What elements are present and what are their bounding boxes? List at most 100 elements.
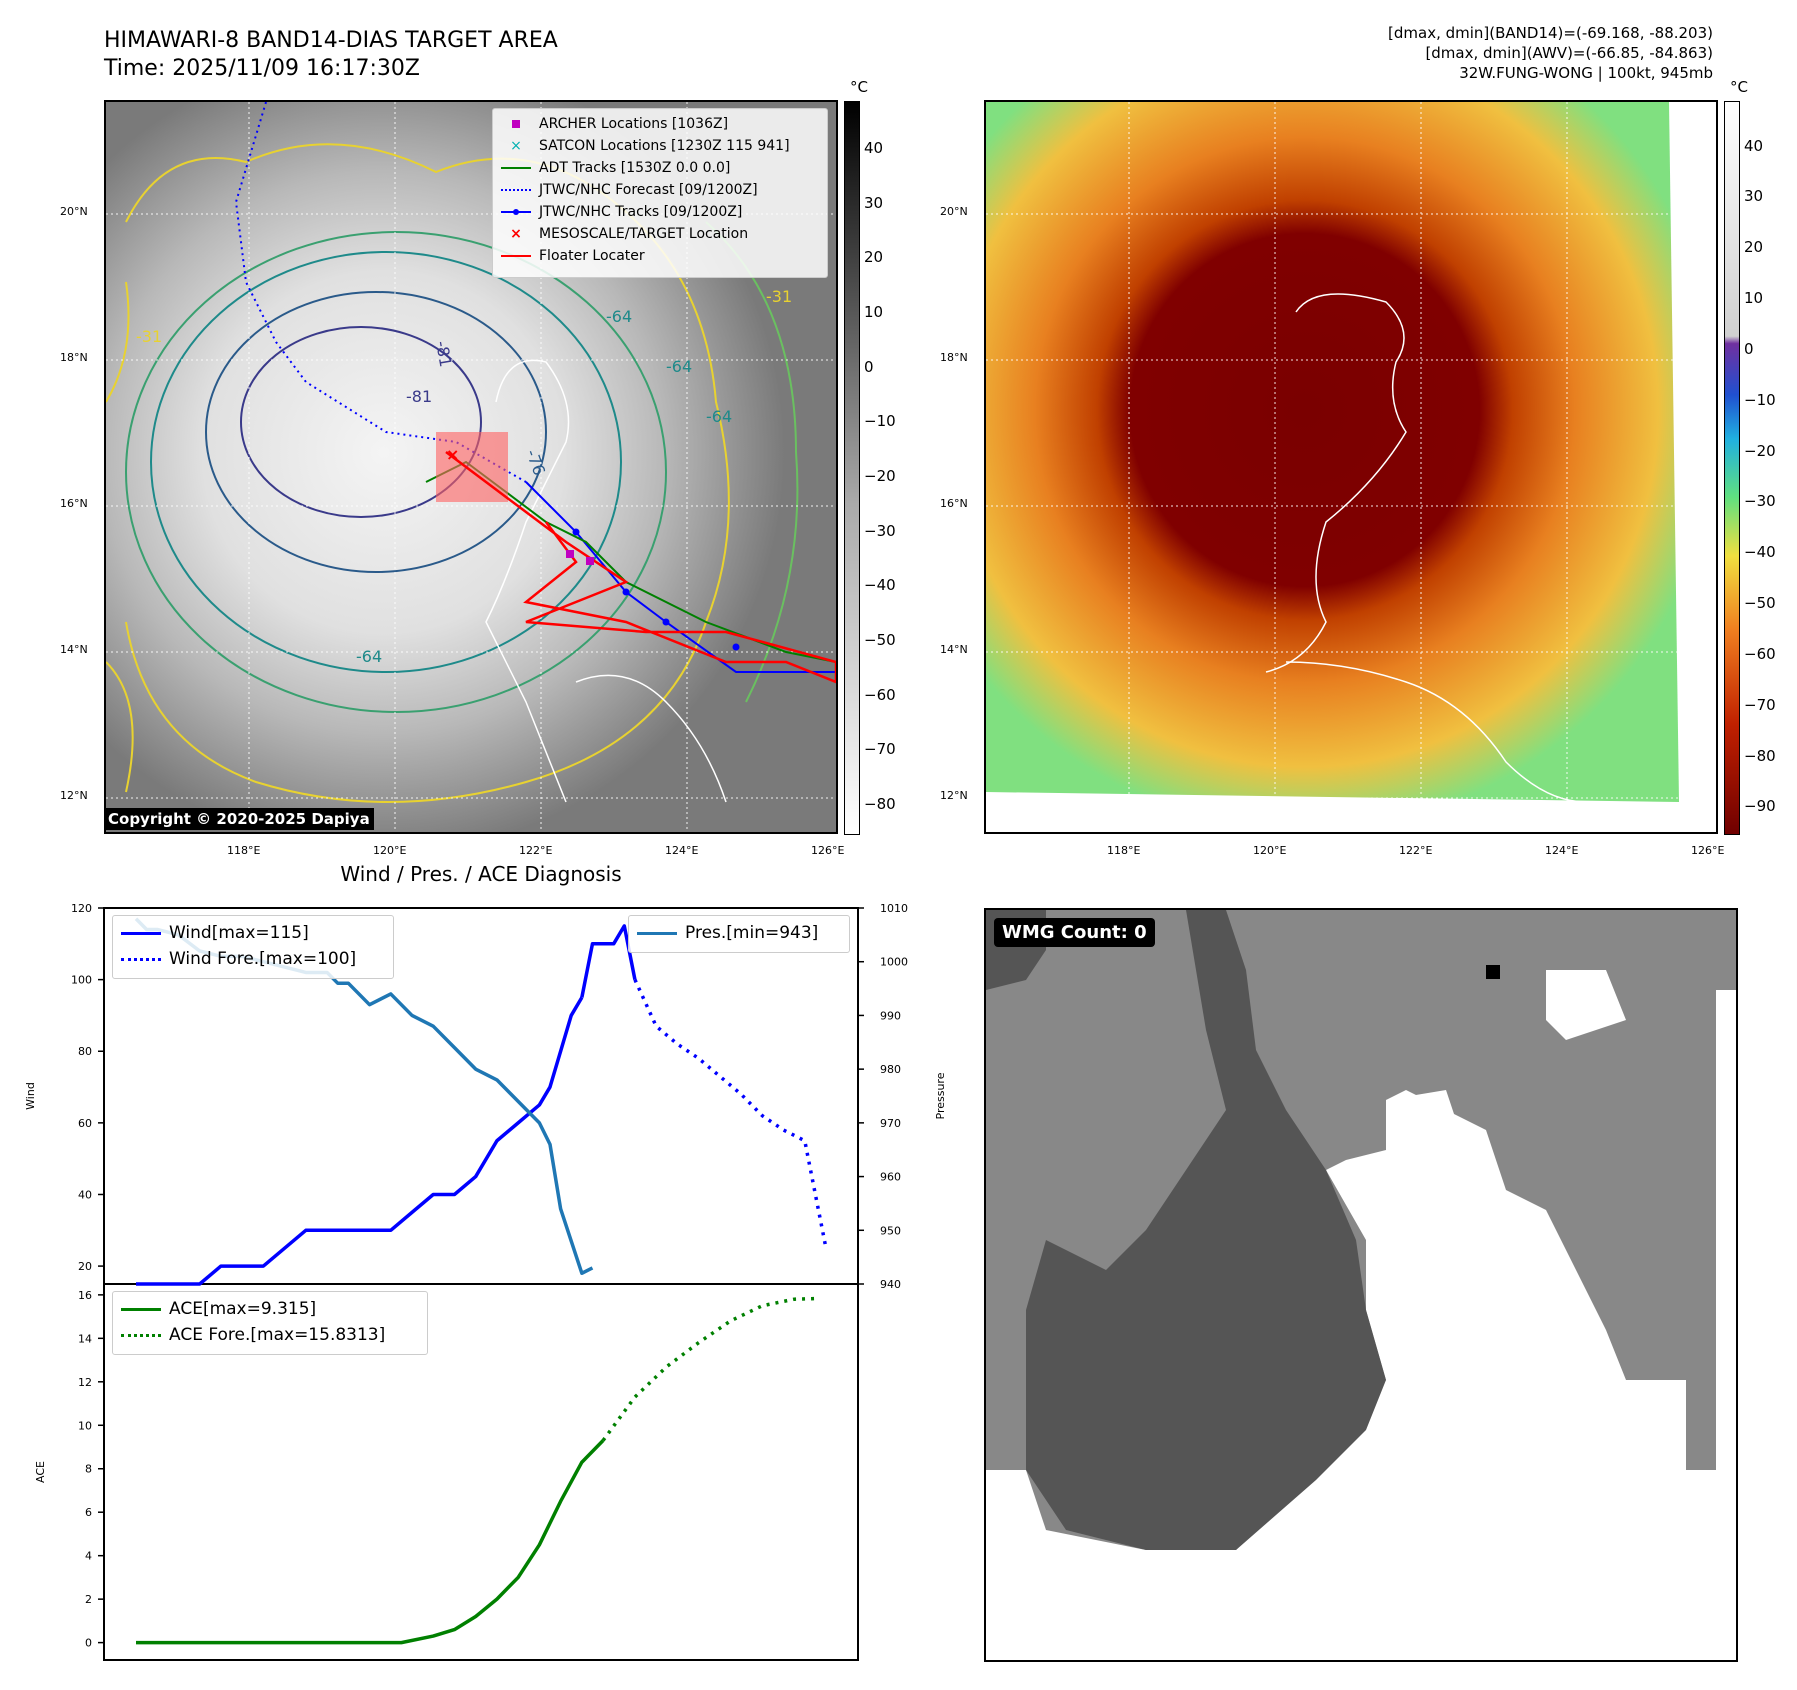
lat-label: 14°N	[60, 643, 88, 656]
contour-label: -81	[406, 387, 432, 406]
contour-label: -64	[666, 357, 692, 376]
legend-ace-forecast: ACE Fore.[max=15.8313]	[169, 1325, 386, 1345]
colorbar-tick: −10	[1744, 390, 1776, 409]
lon-label: 118°E	[227, 844, 261, 857]
y-tick-label: 20	[78, 1260, 92, 1273]
lat-label: 20°N	[60, 205, 88, 218]
y-tick-label: 40	[78, 1188, 92, 1201]
y-tick-label: 10	[78, 1419, 92, 1432]
lon-label: 120°E	[1253, 844, 1287, 857]
colorbar-tick: 40	[1744, 136, 1764, 155]
left-colorbar-unit: °C	[850, 78, 868, 96]
wmg-marker	[1486, 965, 1500, 979]
contour-label: -64	[706, 407, 732, 426]
wind-axis-label: Wind	[24, 1082, 37, 1110]
colorbar-tick: −30	[864, 521, 896, 540]
colorbar-tick: −50	[864, 630, 896, 649]
y-right-tick-label: 1000	[880, 956, 908, 969]
y-tick-label: 80	[78, 1045, 92, 1058]
legend-pressure: Pres.[min=943]	[685, 923, 819, 943]
y-tick-label: 100	[71, 974, 92, 987]
lat-label: 12°N	[60, 789, 88, 802]
y-right-tick-label: 940	[880, 1278, 901, 1291]
lon-label: 126°E	[1691, 844, 1725, 857]
y-tick-label: 4	[85, 1550, 92, 1563]
lon-label: 122°E	[1399, 844, 1433, 857]
y-tick-label: 0	[85, 1637, 92, 1650]
legend-item-jtwc-tracks: JTWC/NHC Tracks [09/1200Z]	[501, 201, 819, 223]
colorbar-tick: −70	[1744, 695, 1776, 714]
copyright-label: Copyright © 2020-2025 Dapiya	[104, 808, 374, 830]
series-line	[601, 1296, 816, 1442]
y-right-tick-label: 990	[880, 1009, 901, 1022]
series-line	[580, 924, 637, 998]
colorbar-tick: 10	[864, 303, 884, 322]
legend-item-jtwc-forecast: JTWC/NHC Forecast [09/1200Z]	[501, 179, 819, 201]
colorbar-tick: −80	[1744, 746, 1776, 765]
lat-label: 16°N	[940, 497, 968, 510]
band14-range: [dmax, dmin](BAND14)=(-69.168, -88.203)	[1388, 24, 1713, 42]
series-line	[136, 996, 584, 1286]
colorbar-tick: 20	[864, 248, 884, 267]
diagnosis-title: Wind / Pres. / ACE Diagnosis	[340, 862, 622, 886]
storm-info: 32W.FUNG-WONG | 100kt, 945mb	[1459, 64, 1713, 82]
contour-label: -64	[356, 647, 382, 666]
y-tick-label: 120	[71, 902, 92, 915]
ir-map-panel: -81 -81 -76 -64 -64 -64 -64 -31 -31 × AR…	[104, 100, 838, 834]
contour-label: -64	[606, 307, 632, 326]
colorbar-tick: −90	[1744, 797, 1776, 816]
y-tick-label: 12	[78, 1376, 92, 1389]
awv-range: [dmax, dmin](AWV)=(-66.85, -84.863)	[1425, 44, 1713, 62]
chart-title: HIMAWARI-8 BAND14-DIAS TARGET AREA	[104, 28, 558, 53]
wind-legend: Wind[max=115] Wind Fore.[max=100]	[112, 915, 394, 979]
colorbar-tick: −40	[1744, 543, 1776, 562]
lat-label: 16°N	[60, 497, 88, 510]
jtwc-forecast-track	[234, 102, 527, 483]
lat-label: 12°N	[940, 789, 968, 802]
legend-wind: Wind[max=115]	[169, 923, 309, 943]
colorbar-tick: 30	[1744, 187, 1764, 206]
contour-label: -31	[766, 287, 792, 306]
chart-time: Time: 2025/11/09 16:17:30Z	[104, 56, 420, 81]
wmg-map-svg	[986, 910, 1736, 1660]
y-right-tick-label: 980	[880, 1063, 901, 1076]
legend-ace: ACE[max=9.315]	[169, 1299, 317, 1319]
lon-label: 124°E	[1545, 844, 1579, 857]
ace-axis-label: ACE	[34, 1461, 47, 1483]
colorbar-tick: −60	[864, 685, 896, 704]
y-right-tick-label: 960	[880, 1171, 901, 1184]
wmg-panel	[984, 908, 1738, 1662]
legend-item-floater: Floater Locater	[501, 245, 819, 267]
y-tick-label: 14	[78, 1332, 92, 1345]
y-tick-label: 16	[78, 1289, 92, 1302]
pressure-axis-label: Pressure	[934, 1072, 947, 1119]
colorbar-tick: 0	[864, 357, 874, 376]
y-tick-label: 2	[85, 1593, 92, 1606]
contour-label: -81	[432, 339, 455, 368]
floater-locater	[445, 451, 836, 684]
colorbar-tick: −80	[864, 794, 896, 813]
lat-label: 14°N	[940, 643, 968, 656]
lon-label: 120°E	[373, 844, 407, 857]
lat-label: 18°N	[60, 351, 88, 364]
diagnosis-chart: 2040608010012094095096097098099010001010…	[24, 902, 947, 1661]
awv-map-panel	[984, 100, 1718, 834]
colorbar-tick: 10	[1744, 289, 1764, 308]
series-line	[136, 1439, 605, 1645]
lon-label: 122°E	[519, 844, 553, 857]
right-colorbar-unit: °C	[1730, 78, 1748, 96]
y-right-tick-label: 1010	[880, 902, 908, 915]
map-legend: ARCHER Locations [1036Z] × SATCON Locatio…	[492, 108, 828, 278]
y-right-tick-label: 950	[880, 1224, 901, 1237]
wmg-count: WMG Count: 0	[994, 918, 1155, 947]
colorbar-tick: −50	[1744, 594, 1776, 613]
colorbar-tick: 0	[1744, 339, 1754, 358]
lat-label: 18°N	[940, 351, 968, 364]
left-colorbar	[844, 101, 860, 835]
lat-label: 20°N	[940, 205, 968, 218]
colorbar-tick: −60	[1744, 644, 1776, 663]
y-tick-label: 60	[78, 1117, 92, 1130]
contour-label: -31	[136, 327, 162, 346]
colorbar-tick: −40	[864, 576, 896, 595]
svg-text:×: ×	[446, 445, 459, 464]
